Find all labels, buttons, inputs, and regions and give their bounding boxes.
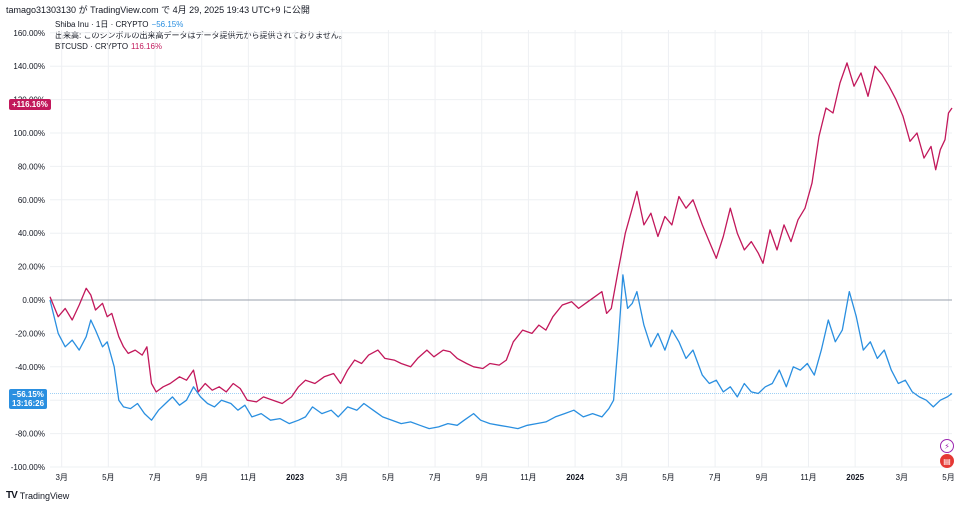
x-tick-label: 2025	[846, 473, 864, 482]
x-tick-label: 3月	[55, 473, 67, 482]
y-tick-label: 60.00%	[18, 196, 45, 205]
x-tick-label: 9月	[756, 473, 768, 482]
shib-badge-value: −56.15%	[12, 390, 44, 399]
x-tick-label: 11月	[520, 473, 536, 482]
brand[interactable]: TV TradingView	[6, 490, 69, 501]
legend-shib-value: −56.15%	[151, 20, 184, 29]
y-tick-label: 40.00%	[18, 229, 45, 238]
x-tick-label: 5月	[942, 473, 954, 482]
x-tick-label: 3月	[616, 473, 628, 482]
y-tick-label: -80.00%	[15, 430, 45, 439]
x-tick-label: 11月	[800, 473, 816, 482]
x-tick-label: 9月	[195, 473, 207, 482]
x-tick-label: 11月	[240, 473, 256, 482]
legend-btc-value: 116.16%	[131, 42, 163, 51]
y-tick-label: 140.00%	[13, 62, 45, 71]
brand-name: TradingView	[19, 490, 70, 501]
shib-series-line[interactable]	[49, 274, 953, 430]
series-layer	[49, 62, 953, 430]
legend-btc-label: BTCUSD · CRYPTO	[55, 42, 129, 51]
y-tick-label: 80.00%	[18, 162, 45, 171]
x-tick-label: 9月	[476, 473, 488, 482]
legend-btc[interactable]: BTCUSD · CRYPTO 116.16%	[55, 41, 347, 52]
publish-info: tamago31303130 が TradingView.com で 4月 29…	[6, 5, 310, 15]
x-axis: 3月 5月 7月 9月 11月 2023 3月 5月 7月 9月 11月 2024 3月 5月 7月 9月 11…	[55, 473, 954, 482]
x-tick-label: 5月	[662, 473, 674, 482]
tradingview-logo-icon: TV	[6, 490, 18, 501]
y-tick-label: 100.00%	[13, 129, 45, 138]
x-tick-label: 2024	[566, 473, 584, 482]
shib-value-badge: −56.15% 13:16:26	[9, 389, 48, 409]
x-tick-label: 2023	[286, 473, 304, 482]
chart-legend: Shiba Inu · 1日 · CRYPTO −56.15% 出来高: このシン…	[55, 19, 347, 52]
y-tick-label: 0.00%	[22, 296, 45, 305]
x-tick-label: 3月	[335, 473, 347, 482]
legend-shib[interactable]: Shiba Inu · 1日 · CRYPTO −56.15%	[55, 19, 347, 30]
shib-badge-countdown: 13:16:26	[12, 399, 45, 408]
y-tick-label: 160.00%	[13, 29, 45, 38]
us-flag-icon[interactable]: ▤	[940, 454, 954, 468]
btc-series-line[interactable]	[49, 62, 953, 405]
x-tick-label: 7月	[709, 473, 721, 482]
y-tick-label: -100.00%	[11, 463, 45, 472]
legend-shib-label: Shiba Inu · 1日 · CRYPTO	[55, 20, 149, 29]
btc-value-badge: +116.16%	[9, 99, 51, 110]
x-tick-label: 5月	[102, 473, 114, 482]
x-tick-label: 7月	[149, 473, 161, 482]
y-tick-label: 20.00%	[18, 263, 45, 272]
y-tick-label: -20.00%	[15, 329, 45, 338]
x-tick-label: 3月	[896, 473, 908, 482]
x-tick-label: 7月	[429, 473, 441, 482]
bolt-icon[interactable]: ⚡	[940, 439, 954, 453]
y-tick-label: -40.00%	[15, 363, 45, 372]
x-tick-label: 5月	[382, 473, 394, 482]
legend-volume-note: 出来高: このシンボルの出来高データはデータ提供元から提供されておりません。	[55, 31, 347, 40]
